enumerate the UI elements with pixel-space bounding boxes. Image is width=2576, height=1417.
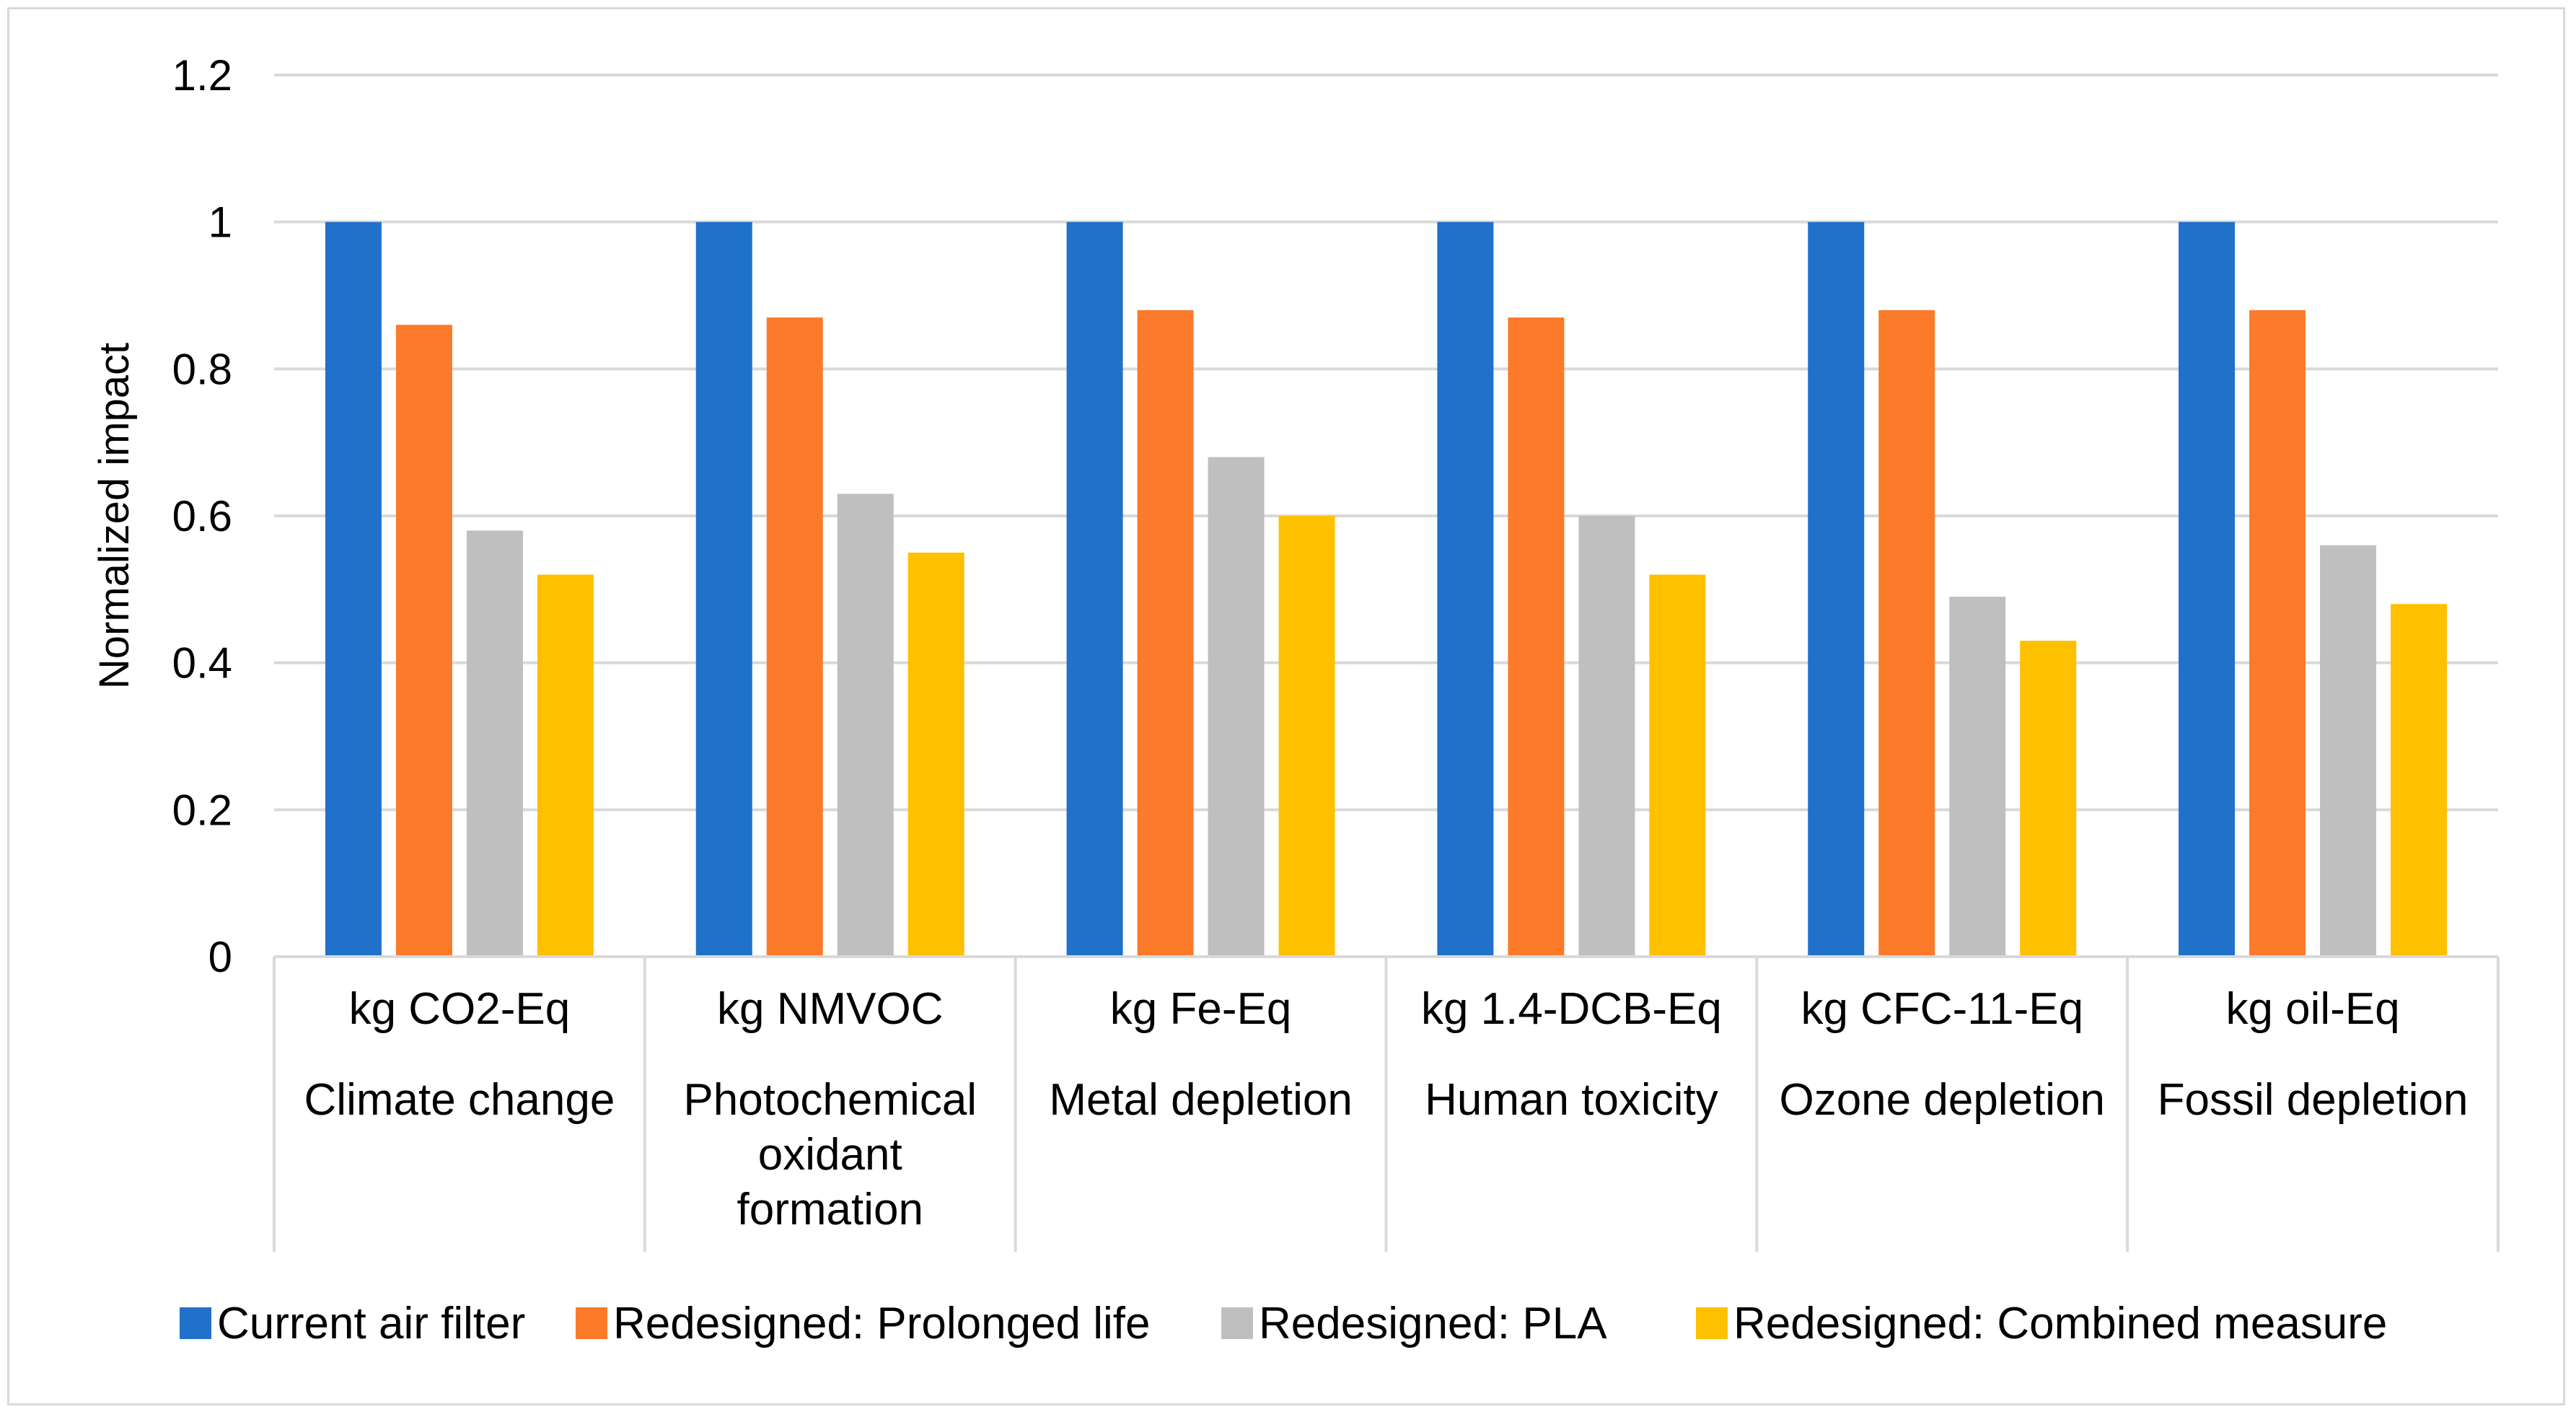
bar <box>1808 221 1865 957</box>
bar <box>1949 597 2006 957</box>
bar <box>1437 221 1494 957</box>
bar <box>1137 310 1194 957</box>
y-axis-title: Normalized impact <box>91 343 138 689</box>
bar <box>325 221 382 957</box>
bar <box>1578 516 1635 957</box>
category-unit-label: kg NMVOC <box>717 984 943 1034</box>
bar <box>837 493 894 957</box>
bar <box>466 530 523 957</box>
legend-swatch <box>1696 1307 1728 1339</box>
legend-label: Current air filter <box>217 1299 525 1348</box>
y-tick-label: 0.6 <box>172 492 232 540</box>
y-tick-label: 1.2 <box>172 51 232 100</box>
bar-chart: kg CO2-Eq Climate change kg NMVOC Photochem… <box>91 51 2500 1348</box>
gridlines <box>274 74 2498 812</box>
y-tick-label: 0.4 <box>172 639 232 688</box>
bar <box>395 325 452 957</box>
bar <box>1649 574 1706 957</box>
category-unit-label: kg CFC-11-Eq <box>1801 984 2083 1034</box>
bar <box>1208 457 1265 957</box>
legend-label: Redesigned: PLA <box>1259 1299 1607 1348</box>
bar <box>907 552 964 957</box>
chart-frame: kg CO2-Eq Climate change kg NMVOC Photochem… <box>7 7 2565 1405</box>
legend-swatch <box>576 1307 607 1339</box>
bar <box>2020 641 2077 957</box>
category-name-label: Fossil depletion <box>2158 1075 2469 1125</box>
category-name-label: formation <box>737 1185 923 1234</box>
bars <box>325 221 2448 957</box>
y-tick-label: 0 <box>208 933 232 981</box>
legend-label: Redesigned: Prolonged life <box>613 1299 1151 1348</box>
category-name-label: Ozone depletion <box>1779 1075 2105 1125</box>
y-tick-label: 1 <box>208 198 232 247</box>
category-name-label: oxidant <box>758 1130 902 1180</box>
category-name-label: Human toxicity <box>1425 1075 1718 1125</box>
category-unit-label: kg CO2-Eq <box>349 984 571 1034</box>
legend-label: Redesigned: Combined measure <box>1733 1299 2387 1348</box>
category-axis: kg CO2-Eq Climate change kg NMVOC Photochem… <box>273 955 2500 1252</box>
bar <box>2179 221 2236 957</box>
bar <box>2391 604 2448 957</box>
bar <box>766 317 823 957</box>
bar <box>1278 516 1335 957</box>
legend-swatch <box>1221 1307 1253 1339</box>
category-name-label: Photochemical <box>683 1075 977 1125</box>
category-unit-label: kg Fe-Eq <box>1110 984 1292 1034</box>
category-name-label: Climate change <box>304 1075 615 1125</box>
bar <box>2320 545 2377 957</box>
legend-swatch <box>180 1307 211 1339</box>
y-tick-label: 0.8 <box>172 345 232 393</box>
bar <box>537 574 594 957</box>
y-tick-label: 0.2 <box>172 786 232 834</box>
category-unit-label: kg oil-Eq <box>2225 984 2399 1034</box>
bar <box>2249 310 2306 957</box>
bar <box>695 221 752 957</box>
bar <box>1878 310 1935 957</box>
legend: Current air filter Redesigned: Prolonged … <box>180 1299 2387 1348</box>
y-axis-ticks: 0 0.2 0.4 0.6 0.8 1 1.2 <box>172 51 232 981</box>
category-unit-label: kg 1.4-DCB-Eq <box>1421 984 1722 1034</box>
bar <box>1066 221 1123 957</box>
bar <box>1508 317 1565 957</box>
category-name-label: Metal depletion <box>1049 1075 1353 1125</box>
